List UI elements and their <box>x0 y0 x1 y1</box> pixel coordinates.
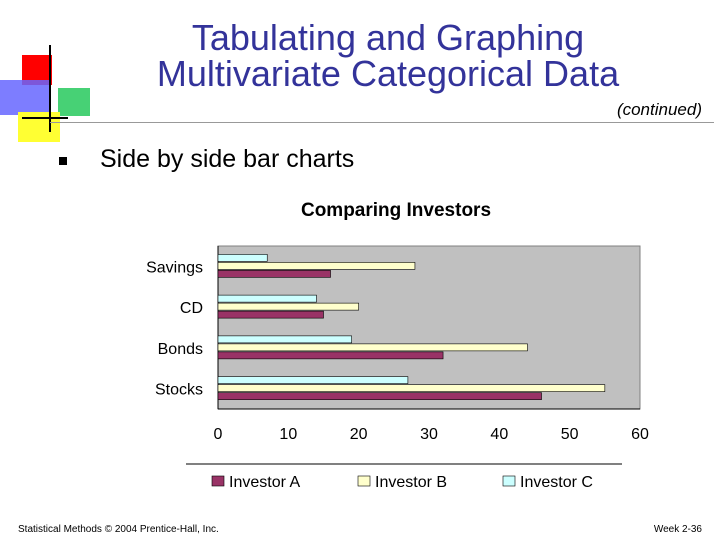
bar-bonds-investor-b <box>217 343 528 352</box>
bar-cd-investor-c <box>217 294 317 303</box>
chart-title: Comparing Investors <box>301 200 491 221</box>
bullet-text: Side by side bar charts <box>100 145 355 173</box>
bullet-marker <box>59 157 67 165</box>
legend-swatch-investor-a <box>211 475 225 487</box>
title-rule <box>50 122 714 123</box>
x-tick-label-30: 30 <box>420 426 438 443</box>
bar-savings-investor-a <box>217 270 331 278</box>
bar-bonds-investor-c <box>217 335 352 344</box>
bar-cd-investor-a <box>217 310 324 319</box>
decor-green-square <box>58 88 90 116</box>
category-label-cd: CD <box>180 300 203 317</box>
footer-copyright: Statistical Methods © 2004 Prentice-Hall… <box>18 524 219 535</box>
category-label-savings: Savings <box>146 259 203 276</box>
category-label-bonds: Bonds <box>158 341 203 358</box>
bar-cd-investor-b <box>217 302 359 311</box>
legend-label-investor-c: Investor C <box>520 474 593 491</box>
x-tick-label-50: 50 <box>561 426 579 443</box>
x-tick-label-0: 0 <box>214 426 223 443</box>
legend-label-investor-b: Investor B <box>375 474 447 491</box>
x-tick-label-10: 10 <box>279 426 297 443</box>
title-line-1: Tabulating and Graphing <box>191 17 585 58</box>
bar-savings-investor-b <box>217 262 416 270</box>
bar-stocks-investor-a <box>217 392 542 400</box>
title-line-2: Multivariate Categorical Data <box>156 53 620 94</box>
bar-stocks-investor-c <box>217 376 409 384</box>
x-tick-label-60: 60 <box>631 426 649 443</box>
x-tick-label-40: 40 <box>490 426 508 443</box>
continued-note: (continued) <box>616 100 702 119</box>
x-tick-label-20: 20 <box>350 426 368 443</box>
bar-bonds-investor-a <box>217 351 444 360</box>
decor-blue-square <box>0 80 50 115</box>
legend-swatch-investor-b <box>357 475 371 487</box>
legend-label-investor-a: Investor A <box>229 474 300 491</box>
category-label-stocks: Stocks <box>155 382 203 399</box>
bar-stocks-investor-b <box>217 384 606 392</box>
slide-decoration <box>0 45 90 142</box>
footer-page-number: Week 2-36 <box>653 524 702 535</box>
slide-title: Tabulating and Graphing Multivariate Cat… <box>100 20 676 92</box>
bar-savings-investor-c <box>217 254 268 262</box>
legend-swatch-investor-c <box>502 475 516 487</box>
